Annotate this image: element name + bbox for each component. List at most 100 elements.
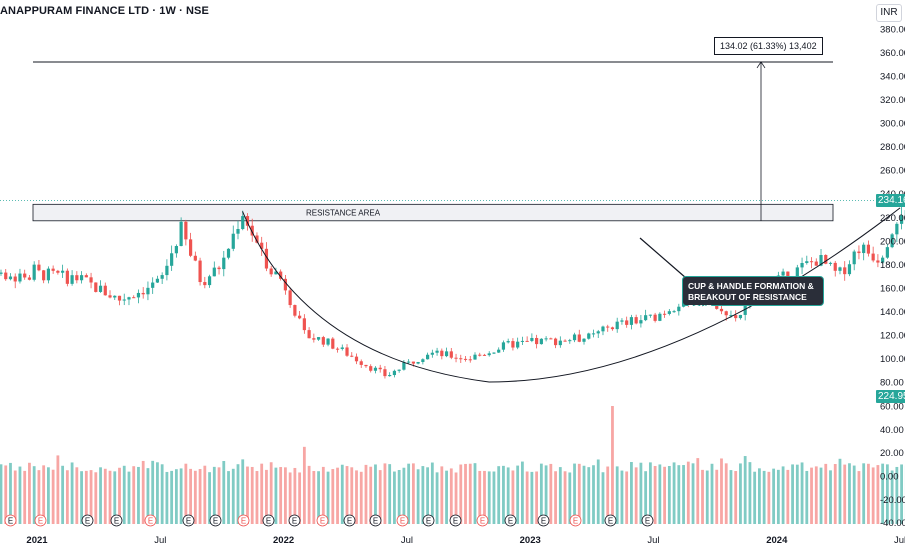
candle-body [530, 337, 534, 341]
candle-body [587, 333, 591, 339]
volume-bar [483, 470, 486, 524]
candle-body [629, 317, 634, 325]
candle-body [94, 282, 98, 292]
candle-body [814, 261, 818, 266]
volume-bar [715, 469, 719, 524]
volume-bar [364, 464, 368, 524]
volume-bar [122, 465, 126, 524]
volume-bar [407, 463, 411, 524]
earnings-marker [369, 514, 382, 527]
candle-body [189, 239, 193, 256]
candle-body [51, 268, 55, 271]
candle-body [122, 299, 126, 301]
candle-body [501, 342, 506, 350]
candle-body [61, 270, 65, 273]
pattern-callout[interactable]: CUP & HANDLE FORMATION & BREAKOUT OF RES… [682, 276, 824, 313]
candle-body [468, 359, 472, 361]
volume-bar [317, 471, 320, 524]
price-tick-label: 380.00 [880, 25, 905, 36]
resistance-zone [32, 203, 834, 222]
volume-bar [468, 463, 472, 524]
candle-body [866, 244, 871, 254]
volume-bar [265, 469, 268, 524]
price-tick-label: 220.00 [880, 213, 905, 224]
candle-body [331, 338, 335, 349]
volume-bar [577, 463, 581, 524]
candle-body [454, 357, 458, 359]
candle-body [42, 270, 46, 281]
candle-body [0, 272, 3, 274]
candle-body [103, 285, 107, 296]
candle-body [75, 275, 79, 281]
volume-bar [487, 471, 491, 524]
volume-bar [776, 469, 780, 524]
volume-bar [686, 461, 690, 524]
time-tick-label: Jul [894, 535, 905, 546]
volume-bar [653, 465, 657, 524]
earnings-marker [343, 514, 356, 527]
volume-bar [601, 472, 605, 524]
volume-bar [724, 463, 728, 524]
earnings-marker-label: E [541, 517, 546, 526]
candle-body [843, 267, 847, 275]
candle-body [155, 278, 160, 283]
candle-body [165, 265, 169, 276]
callout-line-2: BREAKOUT OF RESISTANCE ZONE [688, 292, 807, 313]
price-tick-label: 360.00 [880, 48, 905, 59]
volume-bar [350, 467, 354, 524]
volume-bar [84, 470, 88, 524]
candle-body [392, 370, 397, 376]
candle-body [241, 216, 245, 230]
earnings-marker-label: E [373, 517, 378, 526]
volume-bar [65, 470, 69, 524]
candle-body [795, 267, 799, 279]
volume-bar [568, 472, 572, 524]
candle-body [890, 234, 894, 248]
volume-bar [696, 458, 700, 524]
candle-body [260, 242, 264, 249]
volume-bar [37, 470, 41, 524]
candle-body [430, 352, 434, 355]
candle-body [421, 359, 425, 362]
candle-body [212, 267, 216, 277]
volume-bar [824, 463, 828, 524]
volume-bar [701, 469, 704, 524]
volume-bar [705, 470, 709, 524]
volume-bar [222, 460, 226, 524]
volume-bar [336, 467, 339, 524]
candle-body [497, 349, 501, 353]
currency-button[interactable]: INR [876, 4, 902, 22]
candle-body [800, 263, 804, 268]
candle-body [117, 295, 122, 301]
volume-bar [307, 465, 311, 524]
volume-bar [611, 406, 614, 524]
volume-bar [42, 465, 46, 524]
candle-body [198, 260, 202, 283]
candle-body [591, 333, 596, 335]
price-tick-label: 200.00 [880, 236, 905, 247]
volume-bar [411, 463, 415, 524]
earnings-marker [237, 514, 250, 527]
candle-body [274, 271, 278, 275]
candle-body [283, 278, 287, 291]
candle-body [738, 314, 743, 319]
candle-body [449, 351, 453, 358]
volume-tick-label: 40.00 [880, 425, 904, 436]
volume-bar [449, 468, 453, 524]
volume-bar [274, 467, 278, 524]
candle-body [895, 223, 899, 235]
candle-body [563, 340, 567, 342]
volume-bar [174, 469, 178, 524]
candle-body [373, 367, 378, 371]
volume-bar [170, 470, 174, 524]
candle-body [269, 268, 273, 275]
earnings-marker [476, 514, 489, 527]
volume-bar [383, 463, 387, 524]
candle-body [203, 282, 207, 286]
earnings-marker-label: E [148, 517, 153, 526]
volume-bar [51, 469, 55, 524]
earnings-marker [422, 514, 435, 527]
volume-bar [648, 462, 652, 524]
candle-body [411, 361, 415, 364]
